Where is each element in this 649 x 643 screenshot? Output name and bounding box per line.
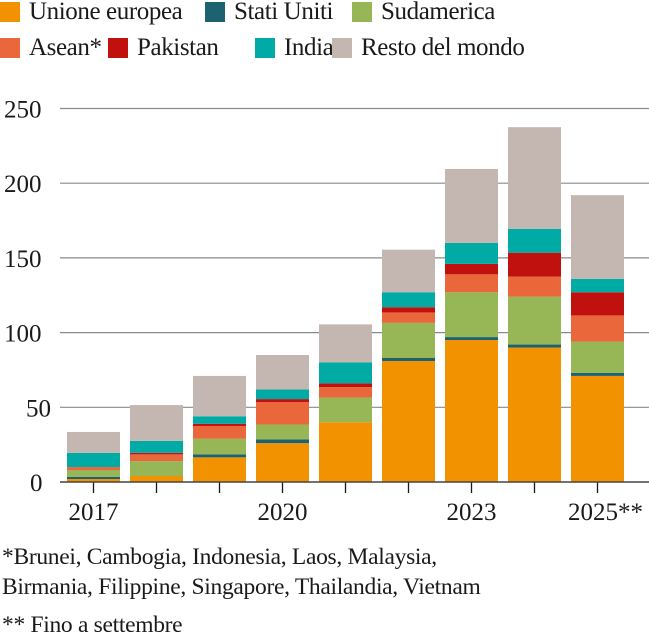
bar-segment-unione-europea xyxy=(67,479,120,482)
bar-segment-unione-europea xyxy=(445,340,498,482)
bar-segment-resto-del-mondo xyxy=(130,405,183,441)
bar-segment-unione-europea xyxy=(193,457,246,482)
legend-item: Stati Uniti xyxy=(205,0,333,26)
x-tick-label: 2020 xyxy=(258,499,308,526)
bar-segment-sudamerica xyxy=(571,341,624,373)
bar-segment-india xyxy=(256,389,309,400)
bar-segment-asean- xyxy=(67,467,120,471)
bar-segment-india xyxy=(571,278,624,293)
legend-item: Resto del mondo xyxy=(332,34,525,62)
footnote-asean: *Brunei, Cambogia, Indonesia, Laos, Mala… xyxy=(2,544,437,570)
legend-label: Pakistan xyxy=(137,34,219,61)
bar-segment-stati-uniti xyxy=(67,476,120,480)
bar-segment-unione-europea xyxy=(571,375,624,482)
y-tick-label: 150 xyxy=(4,246,42,273)
bar-segment-resto-del-mondo xyxy=(445,169,498,243)
legend-swatch xyxy=(332,38,352,58)
bar-segment-resto-del-mondo xyxy=(382,249,435,293)
bar-segment-asean- xyxy=(130,454,183,462)
bar-segment-pakistan xyxy=(508,252,561,277)
bar-segment-india xyxy=(130,440,183,453)
bar-segment-india xyxy=(508,228,561,253)
bar-segment-sudamerica xyxy=(319,397,372,423)
footnote-2025: ** Fino a settembre xyxy=(2,612,183,638)
bar-segment-sudamerica xyxy=(67,470,120,477)
bar-segment-sudamerica xyxy=(382,322,435,358)
legend-label: Resto del mondo xyxy=(361,34,525,61)
bar-segment-stati-uniti xyxy=(508,344,561,348)
bar-segment-asean- xyxy=(508,276,561,297)
bar-segment-asean- xyxy=(193,425,246,439)
bar-segment-unione-europea xyxy=(508,347,561,482)
legend-item: Pakistan xyxy=(108,34,219,62)
bar-segment-pakistan xyxy=(382,307,435,313)
y-tick-label: 250 xyxy=(4,97,42,124)
legend-swatch xyxy=(255,38,275,58)
bar-segment-pakistan xyxy=(256,399,309,403)
bar-segment-resto-del-mondo xyxy=(508,127,561,229)
bar-segment-stati-uniti xyxy=(193,454,246,458)
y-tick-label: 100 xyxy=(4,321,42,348)
bar-segment-resto-del-mondo xyxy=(193,375,246,417)
legend-label: Stati Uniti xyxy=(234,0,334,25)
bar-segment-sudamerica xyxy=(193,438,246,455)
x-tick-label: 2025** xyxy=(568,499,643,526)
bar-segment-resto-del-mondo xyxy=(319,324,372,363)
x-tick-label: 2023 xyxy=(447,499,497,526)
bar-segment-sudamerica xyxy=(256,424,309,440)
y-tick-label: 50 xyxy=(26,395,51,422)
legend-item: Sudamerica xyxy=(352,0,495,26)
legend-item: Unione europea xyxy=(0,0,183,26)
legend-label: Unione europea xyxy=(29,0,183,25)
legend-item: India xyxy=(255,34,334,62)
legend-label: Asean* xyxy=(29,34,102,61)
legend-label: India xyxy=(284,34,334,61)
x-tick-label: 2017 xyxy=(69,499,119,526)
bar-segment-pakistan xyxy=(193,423,246,426)
bar-segment-india xyxy=(445,242,498,264)
legend-swatch xyxy=(0,38,20,58)
bar-segment-resto-del-mondo xyxy=(67,431,120,453)
bar-segment-unione-europea xyxy=(319,422,372,482)
legend-label: Sudamerica xyxy=(381,0,496,25)
bar-segment-pakistan xyxy=(319,383,372,388)
bar-segment-pakistan xyxy=(571,292,624,316)
legend-swatch xyxy=(352,2,372,22)
legend-swatch xyxy=(205,2,225,22)
bar-segment-asean- xyxy=(382,312,435,323)
bar-segment-asean- xyxy=(571,315,624,342)
bar-segment-india xyxy=(67,452,120,468)
bar-segment-stati-uniti xyxy=(571,372,624,376)
legend-swatch xyxy=(0,2,20,22)
y-tick-label: 200 xyxy=(4,171,42,198)
bar-segment-unione-europea xyxy=(256,443,309,482)
bar-segment-resto-del-mondo xyxy=(256,355,309,390)
bar-segment-stati-uniti xyxy=(256,439,309,444)
legend-item: Asean* xyxy=(0,34,102,62)
bar-segment-unione-europea xyxy=(130,476,183,482)
bar-segment-sudamerica xyxy=(130,461,183,477)
bar-segment-asean- xyxy=(319,387,372,398)
footnote-asean-cont: Birmania, Filippine, Singapore, Thailand… xyxy=(2,574,481,600)
bar-segment-resto-del-mondo xyxy=(571,195,624,279)
bar-segment-india xyxy=(382,292,435,308)
bar-segment-asean- xyxy=(445,274,498,293)
y-tick-label: 0 xyxy=(30,470,43,497)
bar-segment-sudamerica xyxy=(508,296,561,345)
bar-segment-india xyxy=(319,362,372,384)
bar-segment-asean- xyxy=(256,402,309,425)
bar-segment-pakistan xyxy=(445,263,498,275)
legend-swatch xyxy=(108,38,128,58)
bar-segment-unione-europea xyxy=(382,360,435,482)
stacked-bar-chart: 0 50 100 150 200 250 2017 2020 2023 2025** xyxy=(4,97,649,526)
bar-segment-stati-uniti xyxy=(445,337,498,341)
bar-segment-stati-uniti xyxy=(382,357,435,361)
bar-segment-pakistan xyxy=(130,452,183,455)
bar-segment-sudamerica xyxy=(445,292,498,338)
bar-segment-india xyxy=(193,416,246,424)
